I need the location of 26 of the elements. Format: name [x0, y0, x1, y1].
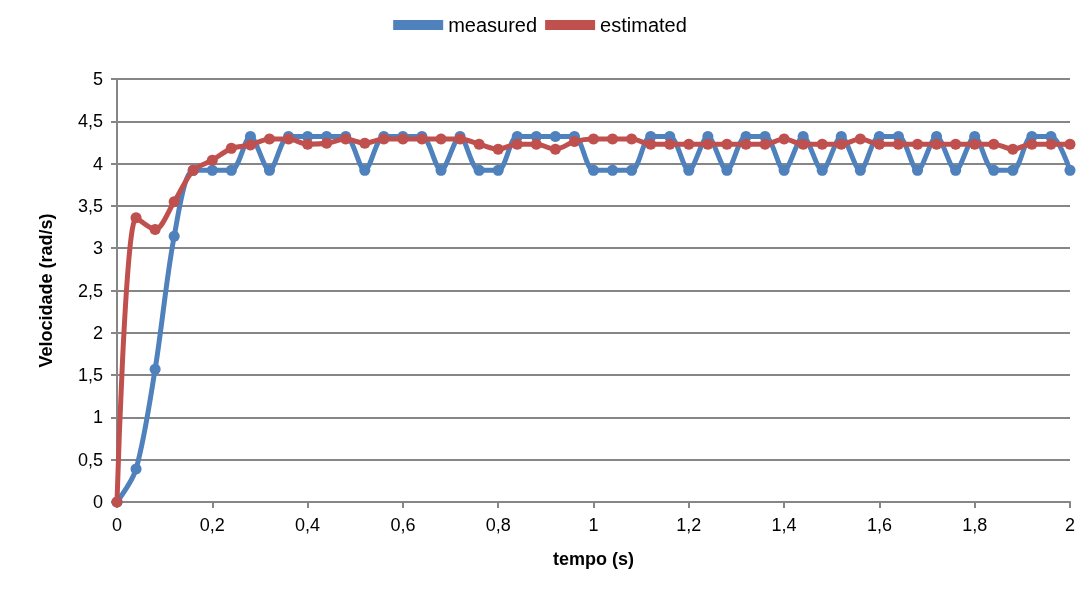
- x-tick-label: 1,8: [962, 515, 988, 535]
- x-tick-label: 2: [1064, 515, 1076, 535]
- x-tick-label: 1,4: [771, 515, 797, 535]
- y-tick-label: 0: [92, 492, 103, 512]
- y-tick-label: 1,5: [77, 365, 103, 386]
- legend-label: measured: [448, 14, 538, 36]
- x-tick-label: 0,6: [390, 515, 416, 535]
- y-tick-label: 3: [92, 238, 103, 259]
- y-tick-label: 5: [92, 69, 103, 89]
- y-axis-title: Velocidade (rad/s): [36, 213, 56, 368]
- y-tick-label: 1: [92, 407, 103, 428]
- legend-label: estimated: [600, 14, 687, 36]
- y-tick-label: 2,5: [77, 280, 103, 301]
- x-tick-label: 1: [588, 515, 599, 535]
- x-tick-label: 0,8: [485, 515, 511, 535]
- y-tick-label: 4: [92, 153, 103, 174]
- x-tick-label: 1,6: [866, 515, 892, 535]
- y-tick-label: 3,5: [77, 195, 103, 216]
- x-tick-label: 0,4: [295, 515, 321, 535]
- x-axis-title: tempo (s): [553, 549, 635, 569]
- y-tick-label: 0,5: [77, 449, 103, 470]
- y-tick-label: 2: [92, 322, 103, 343]
- x-tick-label: 1,2: [676, 515, 702, 535]
- y-tick-label: 4,5: [77, 111, 103, 132]
- x-tick-label: 0,2: [199, 515, 225, 535]
- x-tick-label: 0: [111, 515, 123, 535]
